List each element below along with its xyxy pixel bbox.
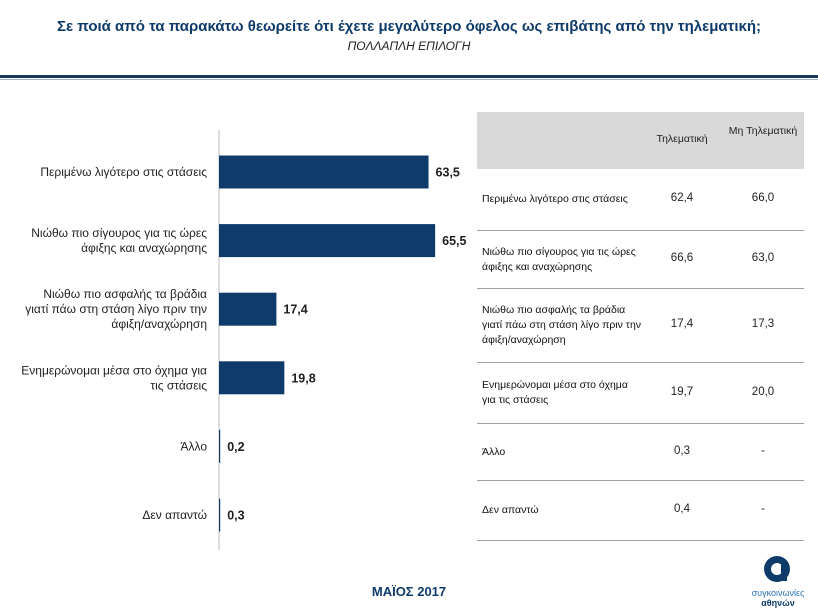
- row-value-telematics: 19,7: [670, 385, 694, 398]
- bar: [219, 155, 429, 189]
- row-value-telematics: 62,4: [670, 192, 694, 204]
- row-label: Δεν απαντώ: [482, 504, 539, 516]
- table-row: Δεν απαντώ 0,4 -: [477, 481, 804, 541]
- row-value-non-telematics: 17,3: [751, 318, 775, 330]
- category-label: Άλλο: [180, 439, 207, 453]
- footer-date: ΜΑΪΟΣ 2017: [371, 584, 447, 599]
- category-label: άφιξης και αναχώρησης: [81, 241, 207, 255]
- table-row: Άλλο 0,3 -: [477, 424, 804, 481]
- bar-chart: 63,5 Περιμένω λιγότερο στις στάσεις 65,5 Νι…: [21, 130, 467, 550]
- bar: [219, 224, 436, 258]
- category-label: Νιώθω πιο σίγουρος για τις ώρες: [31, 226, 207, 240]
- bar-value-label: 0,2: [227, 440, 244, 454]
- row-value-non-telematics: 20,0: [751, 385, 775, 398]
- category-label: Ενημερώνομαι μέσα στο όχημα για: [21, 363, 207, 377]
- row-label: Νιώθω πιο ασφαλής τα βράδια γιατί πάω στ…: [482, 304, 642, 346]
- bar: [219, 292, 277, 326]
- category-label: τις στάσεις: [150, 378, 207, 392]
- category-label: Περιμένω λιγότερο στις στάσεις: [40, 165, 207, 179]
- row-value-telematics: 66,6: [670, 252, 694, 264]
- table-row: Περιμένω λιγότερο στις στάσεις 62,4 66,0: [477, 169, 804, 231]
- header-divider: [0, 75, 818, 78]
- bar-value-label: 17,4: [283, 303, 307, 317]
- row-value-non-telematics: -: [761, 503, 765, 515]
- logo-text-line2: αθηνών: [761, 598, 795, 608]
- bar-value-label: 63,5: [436, 166, 460, 180]
- bar-value-label: 19,8: [291, 371, 315, 385]
- page-subtitle: ΠΟΛΛΑΠΛΗ ΕΠΙΛΟΓΗ: [347, 39, 471, 53]
- row-label: Άλλο: [482, 445, 506, 458]
- row-value-telematics: 17,4: [670, 318, 694, 330]
- category-label: Δεν απαντώ: [142, 508, 207, 522]
- row-value-telematics: 0,4: [674, 503, 690, 515]
- row-label: Περιμένω λιγότερο στις στάσεις: [482, 193, 628, 205]
- comparison-table: Τηλεματική Μη Τηλεματική Περιμένω λιγότε…: [477, 112, 804, 541]
- header-divider-thin: [0, 79, 818, 80]
- table-row: Νιώθω πιο σίγουρος για τις ώρες άφιξης κ…: [477, 231, 804, 289]
- category-label: άφιξη/αναχώρηση: [111, 317, 207, 331]
- page-title: Σε ποιά από τα παρακάτω θεωρείτε ότι έχε…: [56, 18, 762, 35]
- bar: [219, 498, 221, 532]
- column-header-telematics: Τηλεματική: [656, 133, 708, 145]
- column-header-non-telematics: Μη Τηλεματική: [728, 125, 798, 137]
- row-value-non-telematics: 66,0: [751, 192, 775, 204]
- oasa-logo: συγκοινωνίες αθηνών: [738, 555, 818, 613]
- alpha-logo-icon: [764, 556, 790, 582]
- category-label: Νιώθω πιο ασφαλής τα βράδια: [43, 287, 207, 301]
- bar: [219, 429, 221, 463]
- table-header: Τηλεματική Μη Τηλεματική: [477, 112, 804, 169]
- row-value-non-telematics: 63,0: [751, 252, 775, 264]
- table-body: Περιμένω λιγότερο στις στάσεις 62,4 66,0 Νι…: [477, 169, 804, 541]
- row-value-telematics: 0,3: [674, 444, 690, 457]
- row-label: Νιώθω πιο σίγουρος για τις ώρες άφιξης κ…: [482, 245, 636, 273]
- category-label: γιατί πάω στη στάση λίγο πριν την: [25, 302, 207, 316]
- bar: [219, 361, 285, 395]
- logo-text-line1: συγκοινωνίες: [751, 588, 805, 598]
- table-row: Ενημερώνομαι μέσα στο όχημα για τις στάσ…: [477, 363, 804, 424]
- table-row: Νιώθω πιο ασφαλής τα βράδια γιατί πάω στ…: [477, 289, 804, 363]
- bar-value-label: 65,5: [442, 234, 466, 248]
- row-label: Ενημερώνομαι μέσα στο όχημα για τις στάσ…: [482, 379, 628, 406]
- row-value-non-telematics: -: [761, 444, 765, 457]
- bar-value-label: 0,3: [227, 509, 244, 523]
